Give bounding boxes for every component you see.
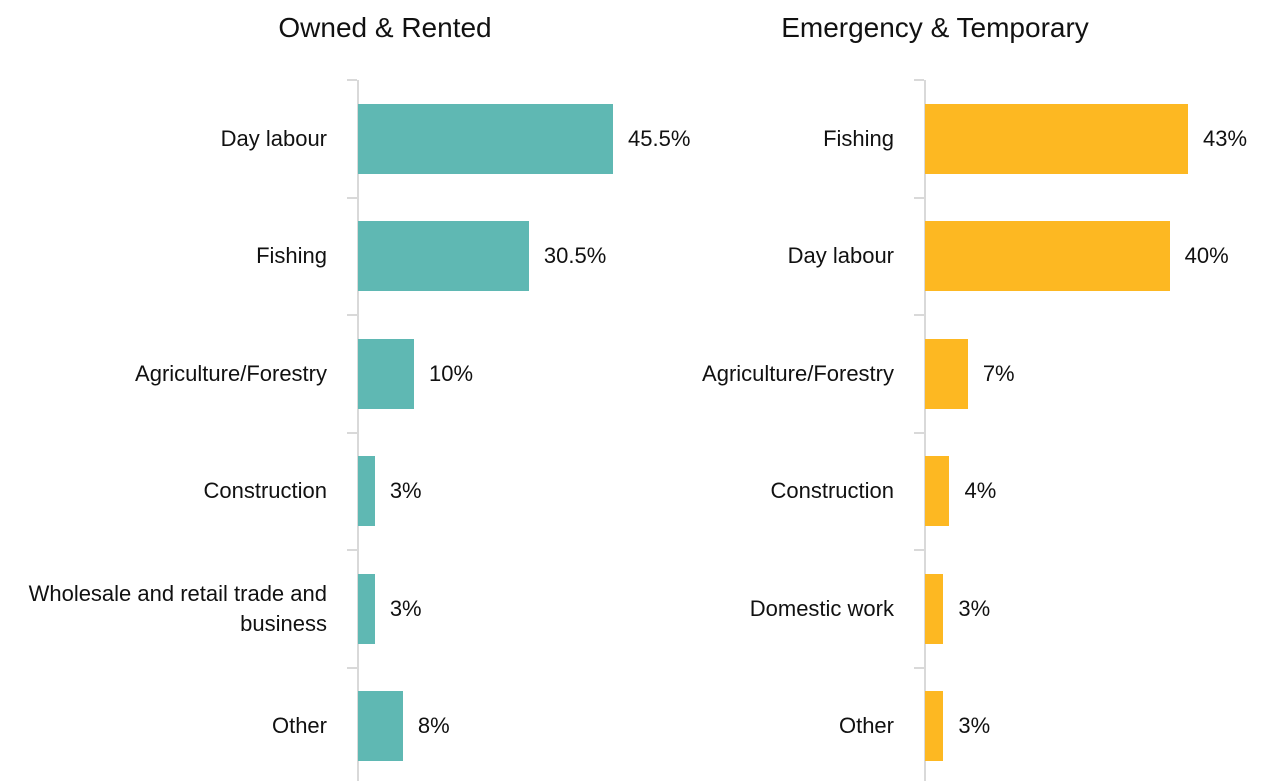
axis-tick: [347, 431, 357, 434]
value-label: 30.5%: [543, 243, 607, 269]
category-label: Agriculture/Forestry: [702, 360, 894, 386]
bar: [358, 338, 415, 409]
bar: [358, 221, 529, 292]
bar: [925, 103, 1188, 174]
category-label: Agriculture/Forestry: [135, 360, 327, 386]
axis-tick: [914, 431, 924, 434]
axis-tick: [347, 549, 357, 551]
bar: [925, 691, 944, 762]
bar: [358, 103, 613, 174]
bar: [925, 456, 950, 527]
category-label: Other: [271, 713, 327, 739]
axis-tick: [347, 314, 357, 316]
bar: [358, 573, 375, 644]
axis-tick: [914, 666, 924, 669]
category-label: Construction: [203, 478, 327, 504]
category-label: Other: [838, 713, 894, 739]
bar: [925, 221, 1170, 292]
bar: [358, 456, 375, 527]
axis-tick: [347, 79, 357, 81]
bar: [358, 691, 403, 762]
value-label: 40%: [1184, 243, 1229, 269]
chart-title: Emergency & Temporary: [781, 12, 1089, 43]
value-label: 43%: [1203, 125, 1248, 151]
value-label: 45.5%: [628, 125, 691, 151]
axis-line: [357, 80, 359, 781]
category-label: Fishing: [256, 243, 327, 269]
value-label: 3%: [389, 478, 422, 504]
value-label: 10%: [429, 360, 474, 386]
value-label: 3%: [958, 595, 991, 621]
value-label: 8%: [417, 713, 450, 739]
axis-line: [924, 80, 926, 781]
category-label: Fishing: [823, 125, 894, 151]
axis-tick: [914, 314, 924, 316]
axis-tick: [914, 196, 924, 199]
axis-tick: [347, 666, 357, 669]
bar: [925, 573, 944, 644]
category-label: Day labour: [787, 243, 894, 269]
category-label: Construction: [770, 478, 894, 504]
axis-tick: [347, 196, 357, 199]
category-label: Day labour: [220, 125, 327, 151]
value-label: 3%: [958, 713, 991, 739]
category-label: Wholesale and retail trade and business: [28, 580, 327, 636]
axis-tick: [914, 549, 924, 551]
value-label: 4%: [964, 478, 997, 504]
value-label: 7%: [982, 360, 1015, 386]
chart-title: Owned & Rented: [278, 12, 492, 43]
bar: [925, 338, 968, 409]
value-label: 3%: [389, 595, 422, 621]
category-label: Domestic work: [749, 595, 894, 621]
axis-tick: [914, 79, 924, 81]
